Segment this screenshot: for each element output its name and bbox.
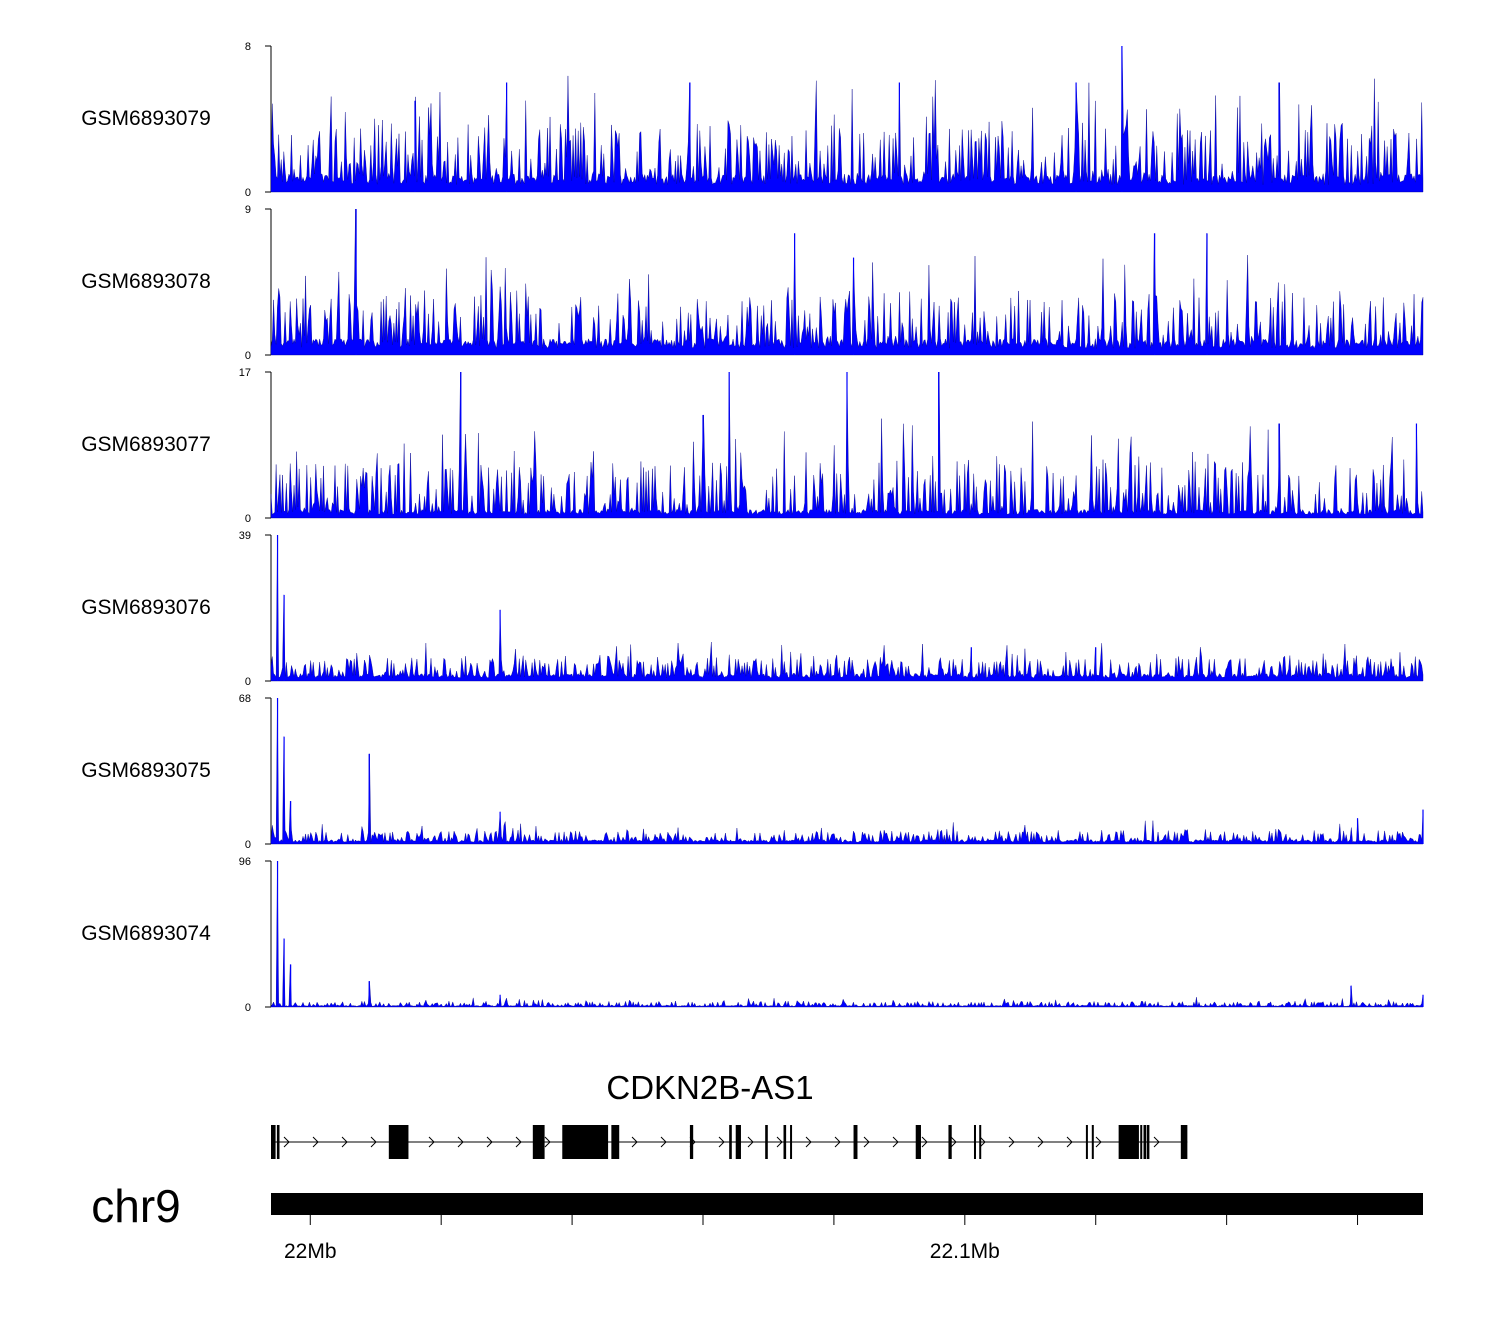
strand-arrow (776, 1136, 783, 1148)
exon (1085, 1125, 1088, 1159)
exon (790, 1125, 793, 1159)
track-GSM6893074: GSM6893074 96 0 (81, 856, 1424, 1014)
strand-arrow (1095, 1136, 1102, 1148)
track-label: GSM6893074 (81, 922, 211, 945)
y-tick-label-max: 68 (239, 693, 251, 705)
track-label: GSM6893078 (81, 270, 211, 293)
track-label: GSM6893076 (81, 596, 211, 619)
y-tick-label-min: 0 (245, 839, 251, 851)
strand-arrow (1008, 1136, 1015, 1148)
y-tick-label-max: 17 (239, 367, 251, 379)
strand-arrow (660, 1136, 667, 1148)
exon (276, 1125, 280, 1159)
strand-arrow (1066, 1136, 1073, 1148)
coverage-area (270, 208, 1424, 356)
y-tick-label-max: 39 (239, 530, 251, 542)
exon (1091, 1125, 1094, 1159)
genome-axis: 22Mb 22.1Mb (271, 1193, 1423, 1263)
y-tick-label-max: 9 (245, 204, 251, 216)
exon (729, 1125, 732, 1159)
exon (979, 1125, 982, 1159)
exon (1143, 1125, 1147, 1159)
y-tick-label-min: 0 (245, 1002, 251, 1014)
strand-arrow (979, 1136, 986, 1148)
exon (1180, 1125, 1188, 1159)
coverage-area (270, 697, 1424, 845)
strand-arrow (950, 1136, 957, 1148)
track-label: GSM6893075 (81, 759, 211, 782)
track-GSM6893078: GSM6893078 9 0 (81, 204, 1424, 362)
gene-model (271, 1125, 1188, 1159)
exon (689, 1125, 694, 1159)
y-tick-label-max: 8 (245, 41, 251, 53)
track-label: GSM6893077 (81, 433, 211, 456)
exon (853, 1125, 858, 1159)
strand-arrow (283, 1136, 290, 1148)
track-GSM6893075: GSM6893075 68 0 (81, 693, 1424, 851)
strand-arrow (1037, 1136, 1044, 1148)
strand-arrow (921, 1136, 928, 1148)
strand-arrow (1153, 1136, 1160, 1148)
strand-arrow (341, 1136, 348, 1148)
exon (783, 1125, 787, 1159)
y-tick-label-min: 0 (245, 676, 251, 688)
chromosome-label: chr9 (91, 1180, 180, 1232)
y-tick-label-min: 0 (245, 187, 251, 199)
exon (1118, 1125, 1139, 1159)
strand-arrow (834, 1136, 841, 1148)
exon (271, 1125, 276, 1159)
exon (611, 1125, 620, 1159)
exon (1146, 1125, 1150, 1159)
strand-arrow (457, 1136, 464, 1148)
coverage-area (270, 860, 1424, 1008)
track-GSM6893079: GSM6893079 8 0 (81, 41, 1424, 199)
strand-arrow (515, 1136, 522, 1148)
strand-arrow (805, 1136, 812, 1148)
track-label: GSM6893079 (81, 107, 211, 130)
strand-arrow (631, 1136, 638, 1148)
strand-arrow (718, 1136, 725, 1148)
strand-arrow (747, 1136, 754, 1148)
exon (388, 1125, 409, 1159)
strand-arrow (486, 1136, 493, 1148)
chromosome-bar (271, 1193, 1423, 1215)
x-tick-label: 22Mb (284, 1240, 337, 1263)
exon (948, 1125, 952, 1159)
gene-name-label: CDKN2B-AS1 (606, 1069, 813, 1106)
strand-arrow (863, 1136, 870, 1148)
track-GSM6893076: GSM6893076 39 0 (81, 530, 1424, 688)
x-tick-label: 22.1Mb (930, 1240, 1000, 1263)
exon (973, 1125, 976, 1159)
exon (562, 1125, 609, 1159)
y-tick-label-max: 96 (239, 856, 251, 868)
y-tick-label-min: 0 (245, 350, 251, 362)
y-tick-label-min: 0 (245, 513, 251, 525)
exon (915, 1125, 921, 1159)
track-GSM6893077: GSM6893077 17 0 (81, 367, 1424, 525)
coverage-area (270, 534, 1424, 682)
exon (1140, 1125, 1143, 1159)
exon (735, 1125, 741, 1159)
strand-arrow (544, 1136, 551, 1148)
exon (532, 1125, 545, 1159)
strand-arrow (312, 1136, 319, 1148)
strand-arrow (370, 1136, 377, 1148)
strand-arrow (428, 1136, 435, 1148)
coverage-area (270, 45, 1424, 193)
strand-arrow (892, 1136, 899, 1148)
signal-tracks: GSM689307980GSM689307890GSM6893077170GSM… (81, 41, 1424, 1014)
exon (765, 1125, 768, 1159)
